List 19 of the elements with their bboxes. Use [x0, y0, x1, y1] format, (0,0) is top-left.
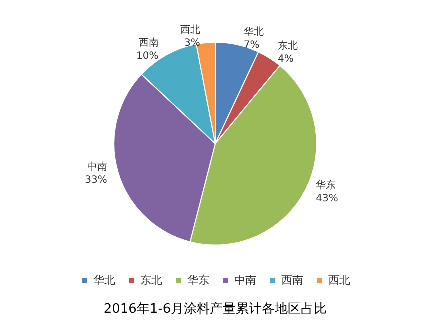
slice-label: 华北 [244, 26, 264, 38]
slice-label: 中南 [87, 160, 108, 173]
data-label: 43% [316, 194, 338, 205]
slice-label: 华东 [316, 180, 336, 192]
text: 2016年1-6月涂料产量累计各地区占比 [104, 302, 328, 317]
legend-label: 西北 [328, 274, 350, 287]
legend-label: 中南 [234, 274, 256, 287]
data-label: 7% [244, 40, 260, 52]
data-label: 4% [278, 54, 294, 66]
legend-label: 西南 [282, 274, 304, 287]
data-label: 33% [85, 174, 108, 186]
data-label: 3% [184, 38, 200, 49]
legend-label: 华北 [94, 274, 116, 287]
legend-label: 东北 [140, 274, 162, 287]
data-label: 10% [136, 50, 159, 62]
slice-label: 西南 [138, 36, 159, 49]
slice-label: 东北 [278, 40, 298, 52]
legend-label: 华东 [188, 274, 210, 287]
slice-label: 西北 [180, 24, 200, 36]
